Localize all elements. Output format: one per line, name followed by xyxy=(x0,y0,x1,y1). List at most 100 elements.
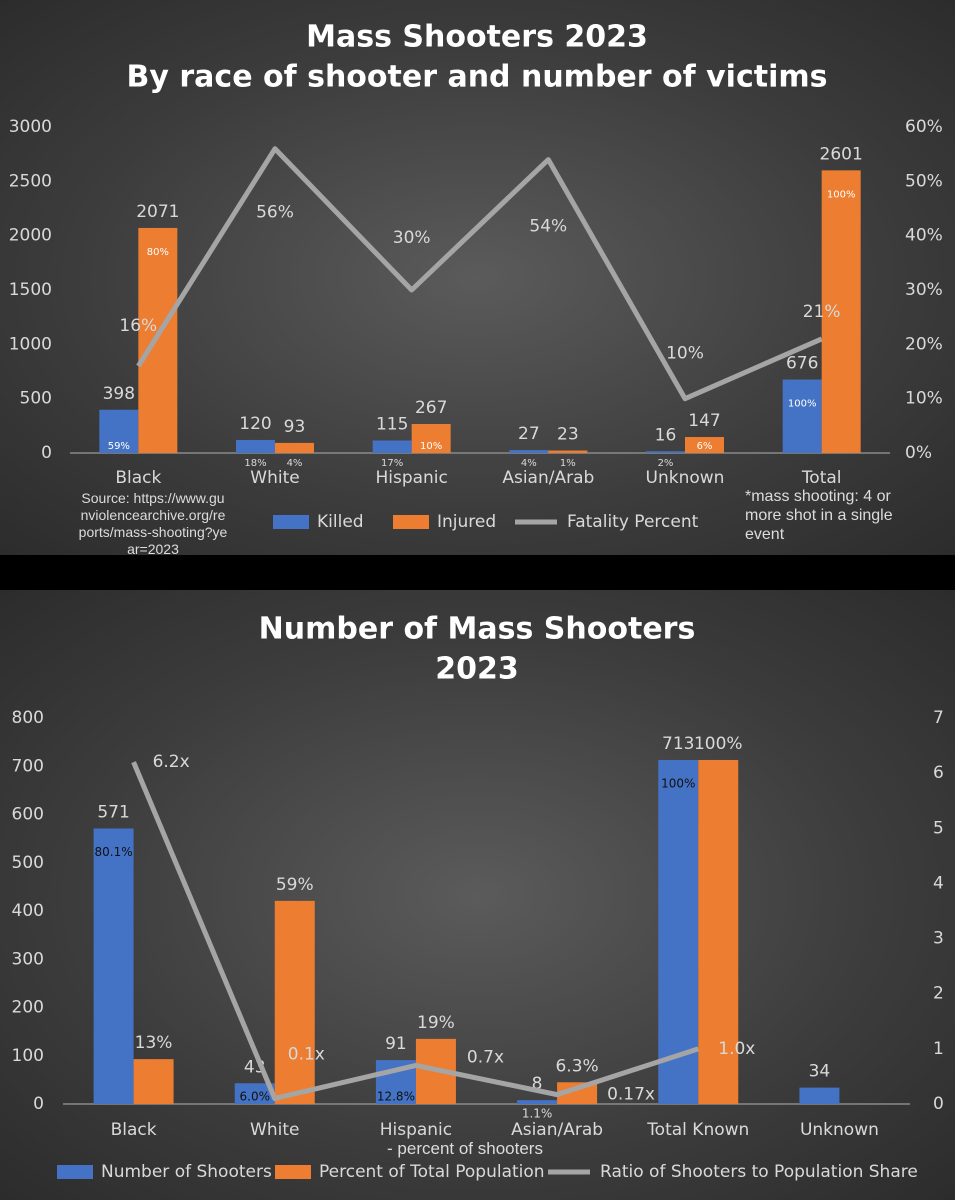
y2-tick-label: 4 xyxy=(933,873,944,893)
y-tick-label: 300 xyxy=(12,949,44,969)
share-label: 100% xyxy=(827,189,856,200)
legend-swatch xyxy=(393,515,429,529)
annotation: - percent of shooters xyxy=(387,1139,543,1158)
share-label: 17% xyxy=(381,458,403,469)
x-tick-label: Hispanic xyxy=(375,468,447,488)
legend-label: Injured xyxy=(437,512,496,532)
line-value-label: 10% xyxy=(666,344,704,364)
share-label: 1.1% xyxy=(522,1107,553,1121)
value-label: 6.3% xyxy=(555,1056,598,1076)
value-label: 27 xyxy=(518,424,540,444)
x-tick-label: Total xyxy=(801,468,842,488)
value-label: 59% xyxy=(276,875,314,895)
value-label: 93 xyxy=(284,417,306,437)
value-label: 8 xyxy=(532,1074,543,1094)
line-value-label: 56% xyxy=(256,203,294,223)
legend-label: Number of Shooters xyxy=(101,1162,272,1182)
share-label: 2% xyxy=(658,458,674,469)
y2-tick-label: 5 xyxy=(933,818,944,838)
bar xyxy=(548,450,588,453)
bar xyxy=(517,1100,558,1104)
bar xyxy=(275,442,314,453)
x-tick-label: Asian/Arab xyxy=(502,468,594,488)
y-tick-label: 500 xyxy=(20,389,52,409)
bar xyxy=(234,1083,275,1104)
value-label: 2071 xyxy=(136,202,179,222)
x-tick-label: Asian/Arab xyxy=(511,1120,603,1140)
share-label: 59% xyxy=(108,441,130,452)
share-label: 80.1% xyxy=(95,845,133,859)
share-label: 80% xyxy=(147,247,169,258)
line-value-label: 1.0x xyxy=(718,1039,755,1059)
line-value-label: 0.7x xyxy=(467,1047,504,1067)
chart-panel: Number of Mass Shooters 2023 0 100 200 300 400… xyxy=(0,590,955,1200)
legend-label: Ratio of Shooters to Population Share xyxy=(600,1162,918,1182)
value-label: 16 xyxy=(655,425,677,445)
share-label: 6.0% xyxy=(240,1090,271,1104)
y-tick-label: 3000 xyxy=(9,117,52,137)
line-value-label: 21% xyxy=(803,302,841,322)
bar xyxy=(799,1087,840,1104)
y-tick-label: 600 xyxy=(12,805,44,825)
x-tick-label: Unknown xyxy=(646,468,725,488)
value-label: 571 xyxy=(97,802,129,822)
chart-panel: Mass Shooters 2023 By race of shooter and… xyxy=(0,0,955,557)
y-tick-label: 2500 xyxy=(9,171,52,191)
y2-tick-label: 60% xyxy=(905,117,943,137)
share-label: 100% xyxy=(788,399,817,410)
bar xyxy=(685,437,724,453)
line-value-label: 0.1x xyxy=(288,1044,325,1064)
line-value-label: 54% xyxy=(529,217,567,237)
line xyxy=(131,761,700,1101)
line xyxy=(136,146,823,402)
share-label: 12.8% xyxy=(377,1090,415,1104)
y2-tick-label: 50% xyxy=(905,171,943,191)
bar xyxy=(821,170,861,453)
value-label: 34 xyxy=(809,1062,831,1082)
y2-tick-label: 2 xyxy=(933,984,944,1004)
line-value-label: 16% xyxy=(119,316,157,336)
x-tick-label: Total Known xyxy=(646,1120,749,1140)
bar xyxy=(93,828,134,1104)
legend-label: Percent of Total Population xyxy=(319,1162,545,1182)
value-label: 19% xyxy=(417,1013,455,1033)
y2-tick-label: 6 xyxy=(933,763,944,783)
y-tick-label: 800 xyxy=(12,708,44,728)
x-tick-label: Hispanic xyxy=(380,1120,452,1140)
y-tick-label: 700 xyxy=(12,756,44,776)
line-value-label: 0.17x xyxy=(607,1085,655,1105)
share-label: 1% xyxy=(560,458,576,469)
y2-tick-label: 0 xyxy=(933,1094,944,1114)
y-tick-label: 0 xyxy=(33,1094,44,1114)
bar xyxy=(236,439,275,453)
x-tick-label: Unknown xyxy=(800,1120,879,1140)
line-value-label: 30% xyxy=(393,228,431,248)
legend-swatch xyxy=(57,1165,93,1179)
bar xyxy=(658,759,699,1104)
legend-swatch xyxy=(275,1165,311,1179)
y-tick-label: 2000 xyxy=(9,226,52,246)
value-label: 23 xyxy=(557,425,579,445)
share-label: 18% xyxy=(244,458,266,469)
legend-label: Killed xyxy=(317,512,364,532)
y-tick-label: 400 xyxy=(12,901,44,921)
y-tick-label: 0 xyxy=(41,443,52,463)
value-label: 398 xyxy=(103,384,135,404)
chart-title: Mass Shooters 2023 xyxy=(306,20,648,55)
share-label: 4% xyxy=(521,458,537,469)
value-label: 676 xyxy=(786,354,818,374)
y-tick-label: 500 xyxy=(12,853,44,873)
bar xyxy=(133,1059,174,1104)
y2-tick-label: 40% xyxy=(905,226,943,246)
share-label: 6% xyxy=(697,441,713,452)
y2-tick-label: 3 xyxy=(933,929,944,949)
y2-tick-label: 0% xyxy=(905,443,932,463)
x-tick-label: White xyxy=(250,1120,299,1140)
value-label: 120 xyxy=(239,414,271,434)
line-value-label: 6.2x xyxy=(153,752,190,772)
chart-subtitle: By race of shooter and number of victims xyxy=(127,60,828,95)
y2-tick-label: 1 xyxy=(933,1039,944,1059)
bar xyxy=(138,227,178,453)
value-label: 100% xyxy=(694,734,743,754)
